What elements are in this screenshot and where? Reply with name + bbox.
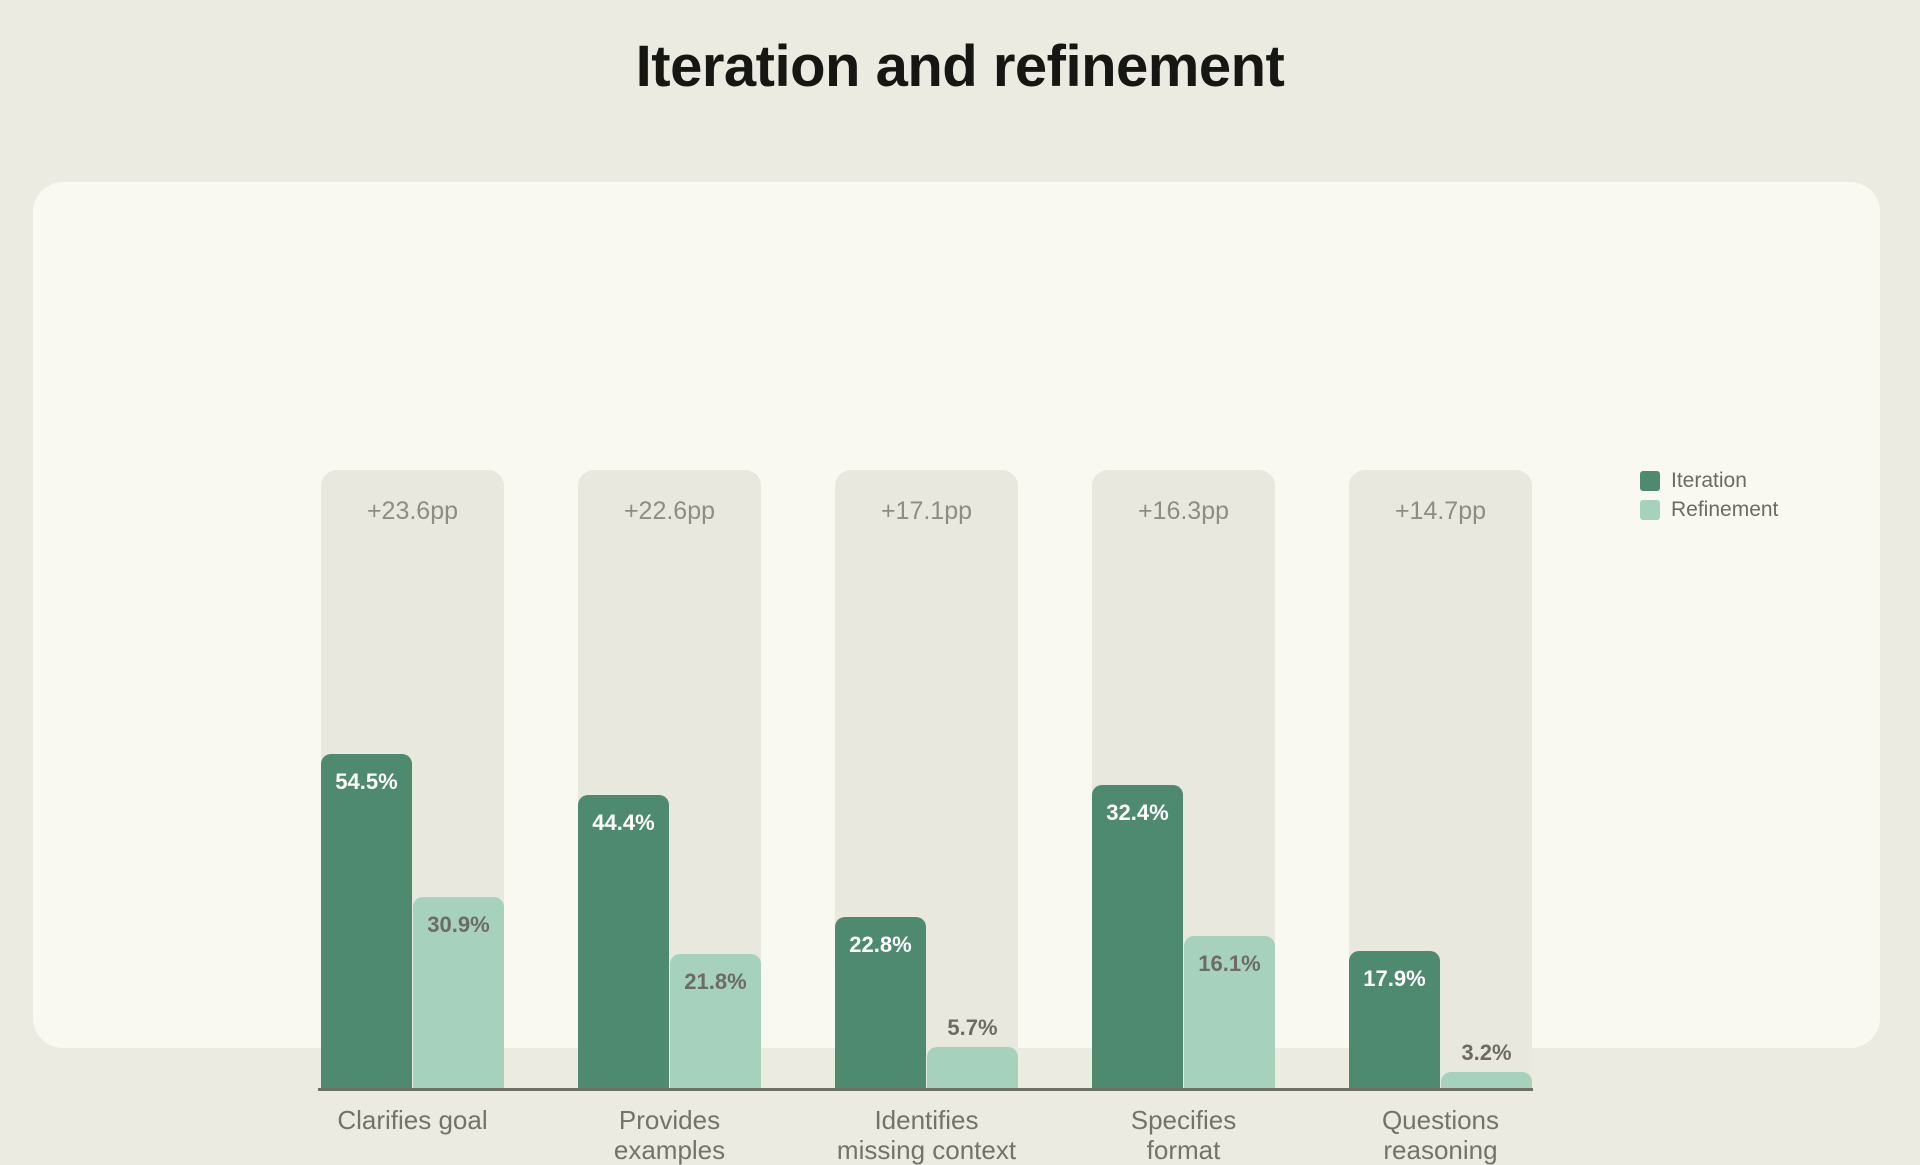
category-label-line: examples [613,1135,726,1165]
diff-label: +17.1pp [880,497,973,525]
diff-label: +22.6pp [623,497,716,525]
category-label-line: Questions [1381,1105,1500,1135]
bar-iteration: 32.4% [1092,785,1183,1088]
diff-label: +23.6pp [366,497,459,525]
legend-item-refinement: Refinement [1640,498,1778,522]
chart-group: +14.7pp 17.9% 3.2% Questions reasoning [1349,470,1532,1165]
category-label-line: format [1146,1135,1221,1165]
category-label: Questions reasoning [1296,1105,1586,1165]
bar-chart: +23.6pp 54.5% 30.9% Clarifies goal +22.6pp 44… [318,470,1533,1165]
category-label-line: Identifies [874,1105,979,1135]
category-label: Identifies missing context [782,1105,1072,1165]
category-label: Provides examples [525,1105,815,1165]
category-label-line: Specifies [1130,1105,1237,1135]
bar-value-label: 5.7% [947,1015,998,1040]
legend-label-iteration: Iteration [1671,469,1747,492]
category-label-line: Clarifies goal [337,1105,488,1135]
bar-iteration: 22.8% [835,917,926,1088]
bar-value-label: 30.9% [427,912,490,937]
bar-value-label: 3.2% [1461,1040,1512,1065]
bar-iteration: 54.5% [321,754,412,1088]
chart-group: +17.1pp 22.8% 5.7% Identifies missing contex… [835,470,1018,1165]
bar-value-label: 54.5% [335,769,398,794]
chart-title: Iteration and refinement [635,34,1285,99]
bar-refinement [1441,1072,1532,1088]
bar-iteration: 17.9% [1349,951,1440,1088]
bar-refinement: 30.9% [413,897,504,1088]
bar-value-label: 21.8% [684,969,747,994]
chart-group: +22.6pp 44.4% 21.8% Provides examples [578,470,761,1165]
legend: Iteration Refinement [1640,469,1778,527]
bar-value-label: 16.1% [1198,951,1261,976]
category-label: Clarifies goal [268,1105,558,1135]
legend-swatch-refinement-icon [1640,500,1660,520]
category-label: Specifies format [1039,1105,1329,1165]
bar-value-label: 22.8% [849,932,912,957]
bar-iteration: 44.4% [578,795,669,1088]
bar-refinement: 16.1% [1184,936,1275,1088]
legend-swatch-iteration-icon [1640,471,1660,491]
legend-label-refinement: Refinement [1671,498,1779,521]
legend-item-iteration: Iteration [1640,469,1778,493]
bar-refinement: 21.8% [670,954,761,1088]
bar-value-label: 44.4% [592,810,655,835]
chart-group: +16.3pp 32.4% 16.1% Specifies format [1092,470,1275,1165]
chart-card: +23.6pp 54.5% 30.9% Clarifies goal +22.6pp 44… [33,182,1880,1165]
category-label-line: reasoning [1383,1135,1498,1165]
bar-value-label: 17.9% [1363,966,1426,991]
x-axis-line [318,1088,1533,1091]
diff-label: +14.7pp [1394,497,1487,525]
diff-label: +16.3pp [1137,497,1230,525]
bar-value-label: 32.4% [1106,800,1169,825]
category-label-line: missing context [836,1135,1017,1165]
chart-group: +23.6pp 54.5% 30.9% Clarifies goal [321,470,504,1135]
bar-refinement [927,1047,1018,1088]
category-label-line: Provides [618,1105,721,1135]
